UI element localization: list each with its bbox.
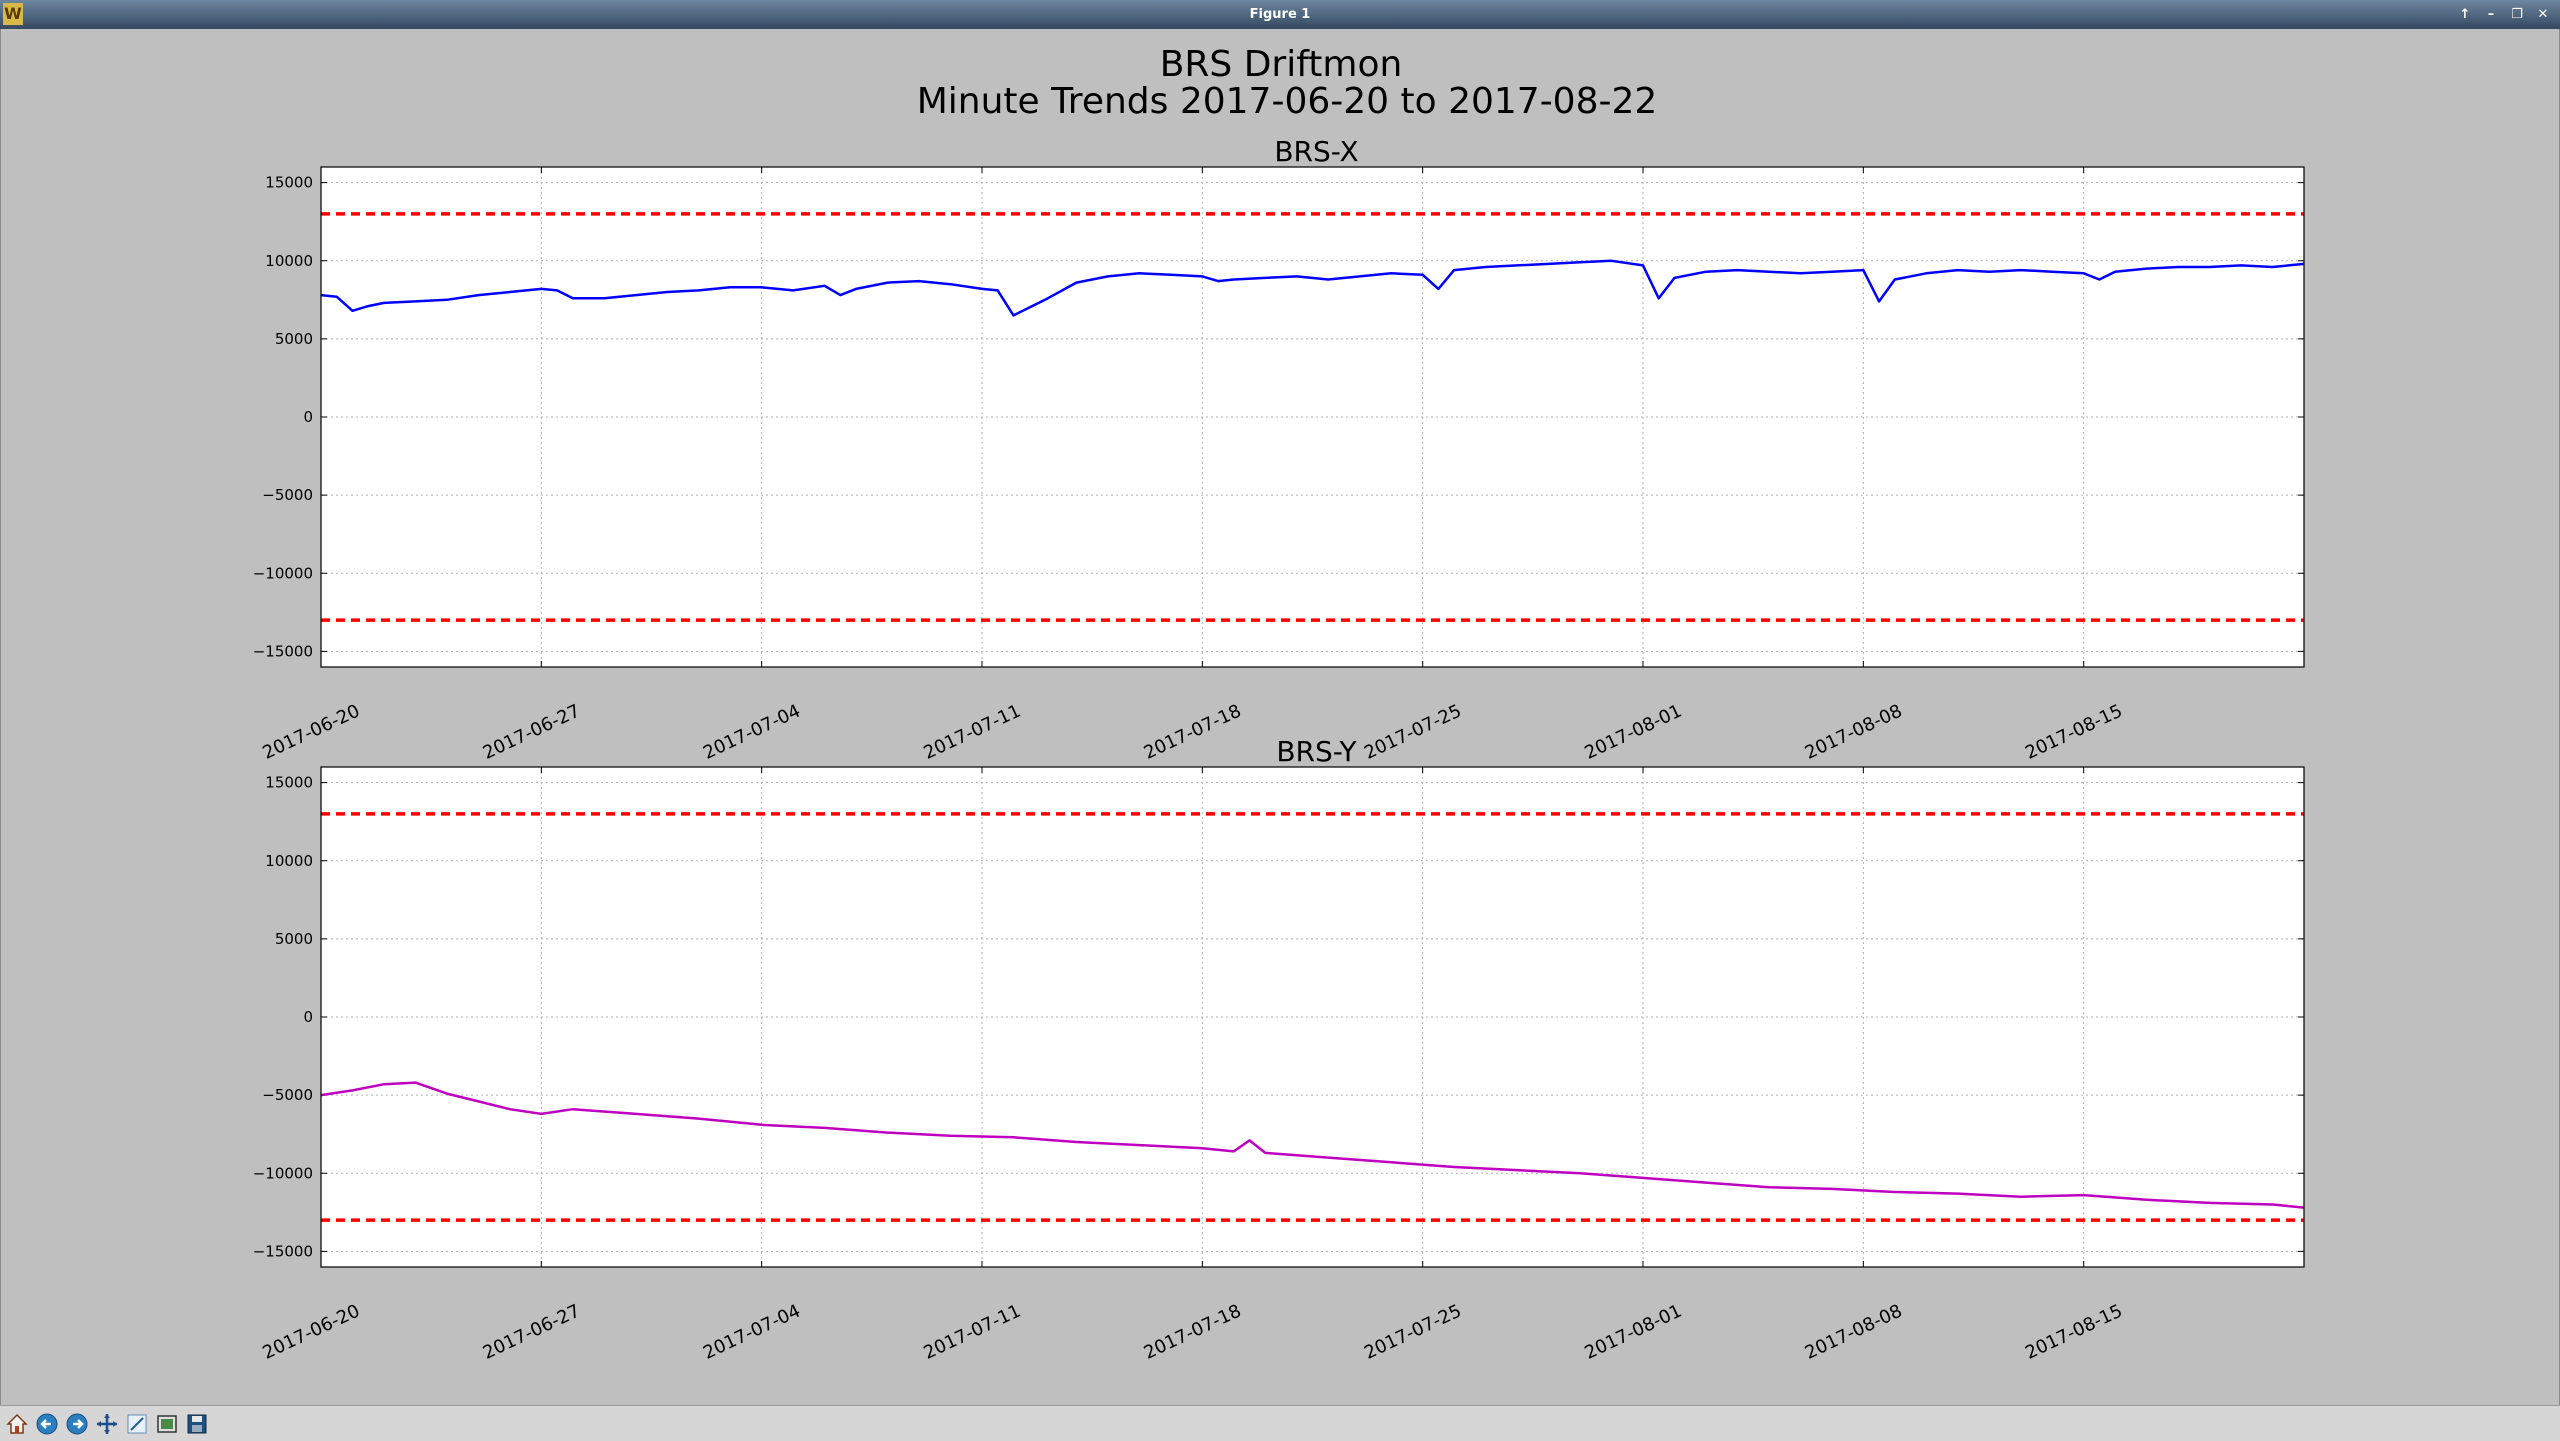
home-button[interactable] (4, 1411, 30, 1437)
brs-y-xtick-label: 2017-07-25 (1361, 1300, 1465, 1363)
brs-y-ytick-label: −10000 (253, 1164, 313, 1182)
brs-x-ytick-label: 15000 (265, 174, 313, 192)
brs-x-axes: 15000 10000 5000 0 −5000 −10000 −15000 2017-06-… (253, 135, 2305, 764)
back-icon (36, 1413, 58, 1434)
back-button[interactable] (34, 1411, 60, 1437)
brs-y-ytick-label: 15000 (265, 774, 313, 792)
brs-y-xtick-label: 2017-08-08 (1802, 1300, 1906, 1363)
brs-y-xtick-label: 2017-08-01 (1581, 1300, 1685, 1363)
brs-x-xtick-label: 2017-08-01 (1581, 700, 1685, 763)
close-button[interactable]: ✕ (2537, 7, 2549, 22)
brs-y-series-line (320, 1081, 2305, 1209)
brs-x-ytick-label: −15000 (253, 642, 313, 660)
forward-icon (66, 1413, 88, 1434)
app-icon: W (3, 3, 23, 25)
forward-button[interactable] (64, 1411, 90, 1437)
title-bar: W Figure 1 ↑ – ❐ ✕ (0, 0, 2560, 30)
figure-plot: BRS Driftmon Minute Trends 2017-06-20 to… (253, 44, 2305, 1364)
window-controls: ↑ – ❐ ✕ (2458, 0, 2550, 29)
brs-y-xtick-label: 2017-07-18 (1141, 1300, 1245, 1363)
brs-y-title: BRS-Y (1276, 735, 1357, 768)
brs-y-axes: 15000 10000 5000 0 −5000 −10000 −15000 2017-06-… (253, 735, 2305, 1364)
brs-x-xtick-label: 2017-07-04 (700, 700, 804, 763)
brs-y-xtick-label: 2017-06-27 (480, 1300, 584, 1363)
brs-x-ytick-label: 10000 (265, 252, 313, 270)
brs-y-xtick-label: 2017-07-11 (920, 1300, 1024, 1363)
brs-y-xtick-label: 2017-07-04 (700, 1300, 804, 1363)
brs-y-ytick-label: 0 (303, 1008, 313, 1026)
brs-x-series-line (320, 259, 2305, 317)
brs-x-xtick-label: 2017-06-27 (480, 700, 584, 763)
brs-x-xtick-label: 2017-07-25 (1361, 700, 1465, 763)
brs-y-axes-frame (320, 766, 2305, 1268)
save-icon (187, 1414, 207, 1433)
maximize-button[interactable]: ❐ (2511, 7, 2523, 22)
minimize-button[interactable]: – (2487, 7, 2495, 22)
figure-title-line1: BRS Driftmon (1160, 44, 1403, 85)
brs-x-title: BRS-X (1274, 135, 1358, 168)
brs-x-xtick-label: 2017-08-15 (2022, 700, 2126, 763)
zoom-button[interactable] (124, 1411, 150, 1437)
pan-button[interactable] (94, 1411, 120, 1437)
brs-y-ytick-label: 5000 (275, 930, 313, 948)
home-icon (6, 1413, 28, 1434)
brs-y-xtick-label: 2017-08-15 (2022, 1300, 2126, 1363)
keep-above-button[interactable]: ↑ (2459, 7, 2471, 22)
brs-y-ytick-label: 10000 (265, 852, 313, 870)
brs-x-ytick-label: −10000 (253, 564, 313, 582)
brs-x-ytick-label: 5000 (275, 330, 313, 348)
brs-x-xtick-label: 2017-07-11 (920, 700, 1024, 763)
brs-y-ytick-label: −5000 (262, 1086, 313, 1104)
configure-subplots-button[interactable] (154, 1411, 180, 1437)
brs-x-ytick-label: 0 (303, 408, 313, 426)
brs-x-xtick-label: 2017-07-18 (1141, 700, 1245, 763)
brs-y-xtick-label: 2017-06-20 (259, 1300, 363, 1363)
pan-icon (97, 1413, 117, 1434)
brs-x-xtick-label: 2017-06-20 (259, 700, 363, 763)
brs-x-axes-frame (320, 166, 2305, 668)
brs-x-xtick-label: 2017-08-08 (1802, 700, 1906, 763)
figure-title-line2: Minute Trends 2017-06-20 to 2017-08-22 (917, 81, 1658, 122)
window-title: Figure 1 (1249, 7, 1311, 22)
toolbar (0, 1405, 2560, 1441)
zoom-icon (127, 1414, 147, 1433)
save-button[interactable] (184, 1411, 210, 1437)
configure-subplots-icon (157, 1414, 177, 1433)
brs-y-ytick-label: −15000 (253, 1242, 313, 1260)
brs-x-ytick-label: −5000 (262, 486, 313, 504)
